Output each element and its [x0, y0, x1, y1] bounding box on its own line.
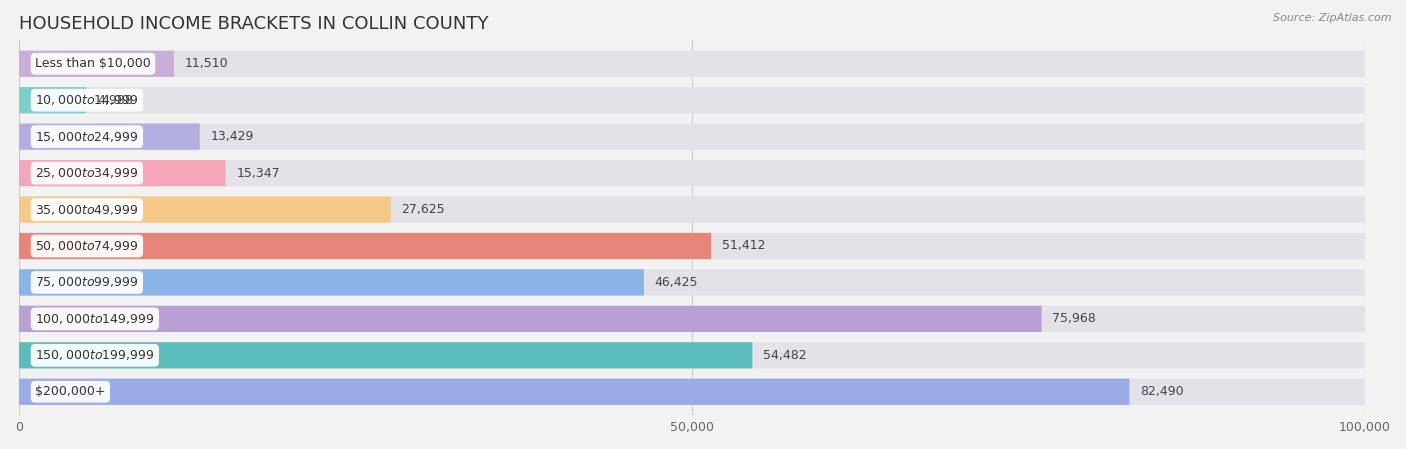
FancyBboxPatch shape: [20, 379, 1129, 405]
Text: $100,000 to $149,999: $100,000 to $149,999: [35, 312, 155, 326]
FancyBboxPatch shape: [20, 379, 1365, 405]
Text: 75,968: 75,968: [1052, 313, 1097, 326]
FancyBboxPatch shape: [20, 233, 1365, 259]
FancyBboxPatch shape: [20, 197, 1365, 223]
Text: 82,490: 82,490: [1140, 385, 1184, 398]
Text: 11,510: 11,510: [184, 57, 228, 70]
Text: 54,482: 54,482: [763, 349, 807, 362]
Text: 15,347: 15,347: [236, 167, 280, 180]
Text: 27,625: 27,625: [402, 203, 446, 216]
FancyBboxPatch shape: [20, 306, 1365, 332]
Text: $35,000 to $49,999: $35,000 to $49,999: [35, 202, 139, 216]
Text: 4,988: 4,988: [97, 94, 132, 107]
Text: $200,000+: $200,000+: [35, 385, 105, 398]
FancyBboxPatch shape: [20, 123, 200, 150]
FancyBboxPatch shape: [20, 197, 391, 223]
FancyBboxPatch shape: [20, 306, 1042, 332]
Text: 51,412: 51,412: [721, 239, 765, 252]
Text: $25,000 to $34,999: $25,000 to $34,999: [35, 166, 139, 180]
FancyBboxPatch shape: [20, 51, 174, 77]
Text: $75,000 to $99,999: $75,000 to $99,999: [35, 275, 139, 290]
Text: 13,429: 13,429: [211, 130, 254, 143]
FancyBboxPatch shape: [20, 87, 1365, 113]
Text: 46,425: 46,425: [655, 276, 699, 289]
Text: HOUSEHOLD INCOME BRACKETS IN COLLIN COUNTY: HOUSEHOLD INCOME BRACKETS IN COLLIN COUN…: [20, 15, 488, 33]
FancyBboxPatch shape: [20, 160, 225, 186]
FancyBboxPatch shape: [20, 269, 1365, 295]
FancyBboxPatch shape: [20, 342, 752, 369]
Text: $150,000 to $199,999: $150,000 to $199,999: [35, 348, 155, 362]
Text: $10,000 to $14,999: $10,000 to $14,999: [35, 93, 139, 107]
FancyBboxPatch shape: [20, 342, 1365, 369]
Text: $15,000 to $24,999: $15,000 to $24,999: [35, 130, 139, 144]
FancyBboxPatch shape: [20, 87, 86, 113]
Text: Source: ZipAtlas.com: Source: ZipAtlas.com: [1274, 13, 1392, 23]
FancyBboxPatch shape: [20, 269, 644, 295]
FancyBboxPatch shape: [20, 233, 711, 259]
FancyBboxPatch shape: [20, 123, 1365, 150]
Text: $50,000 to $74,999: $50,000 to $74,999: [35, 239, 139, 253]
Text: Less than $10,000: Less than $10,000: [35, 57, 150, 70]
FancyBboxPatch shape: [20, 51, 1365, 77]
FancyBboxPatch shape: [20, 160, 1365, 186]
